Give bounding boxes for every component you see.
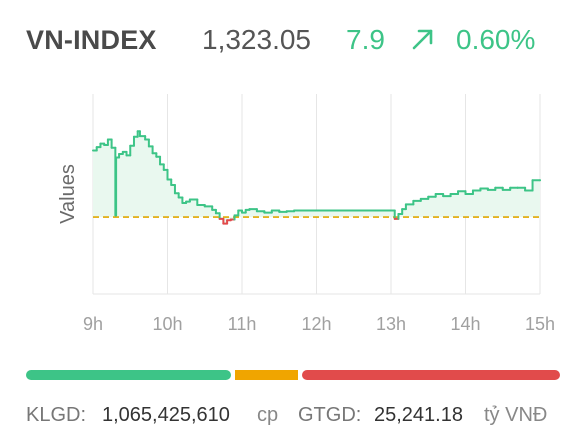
x-tick-label: 10h xyxy=(152,314,182,334)
x-tick-label: 12h xyxy=(301,314,331,334)
index-value: 1,323.05 xyxy=(202,24,311,55)
index-name: VN-INDEX xyxy=(26,25,157,55)
trading-summary: KLGD: 1,065,425,610 cp GTGD: 25,241.18 t… xyxy=(26,401,566,429)
x-tick-label: 9h xyxy=(83,314,103,334)
arrow-up-right-icon xyxy=(408,24,438,70)
x-tick-label: 13h xyxy=(376,314,406,334)
gtgd-label: GTGD: xyxy=(298,404,362,426)
intraday-chart: 9h 10h 11h 12h 13h 14h 15h Values xyxy=(57,94,555,334)
klgd-label: KLGD: xyxy=(26,404,87,426)
gtgd-value: 25,241.18 xyxy=(374,404,463,426)
index-change: 7.9 xyxy=(346,24,385,55)
gtgd-unit: tỷ VNĐ xyxy=(484,404,548,426)
x-axis-ticks: 9h 10h 11h 12h 13h 14h 15h xyxy=(83,314,555,334)
market-breadth-bar xyxy=(26,370,560,380)
index-change-percent: 0.60% xyxy=(456,24,536,55)
index-header: VN-INDEX 1,323.05 7.9 0.60% xyxy=(26,20,566,60)
klgd-unit: cp xyxy=(257,404,279,426)
chart-area-fill xyxy=(93,131,540,224)
advancing-segment xyxy=(26,370,232,380)
y-axis-label: Values xyxy=(57,164,79,224)
x-tick-label: 15h xyxy=(525,314,555,334)
price-line xyxy=(92,130,541,225)
x-tick-label: 14h xyxy=(450,314,480,334)
klgd-value: 1,065,425,610 xyxy=(102,404,230,426)
declining-segment xyxy=(302,370,560,380)
x-tick-label: 11h xyxy=(228,314,257,334)
unchanged-segment xyxy=(235,370,299,380)
